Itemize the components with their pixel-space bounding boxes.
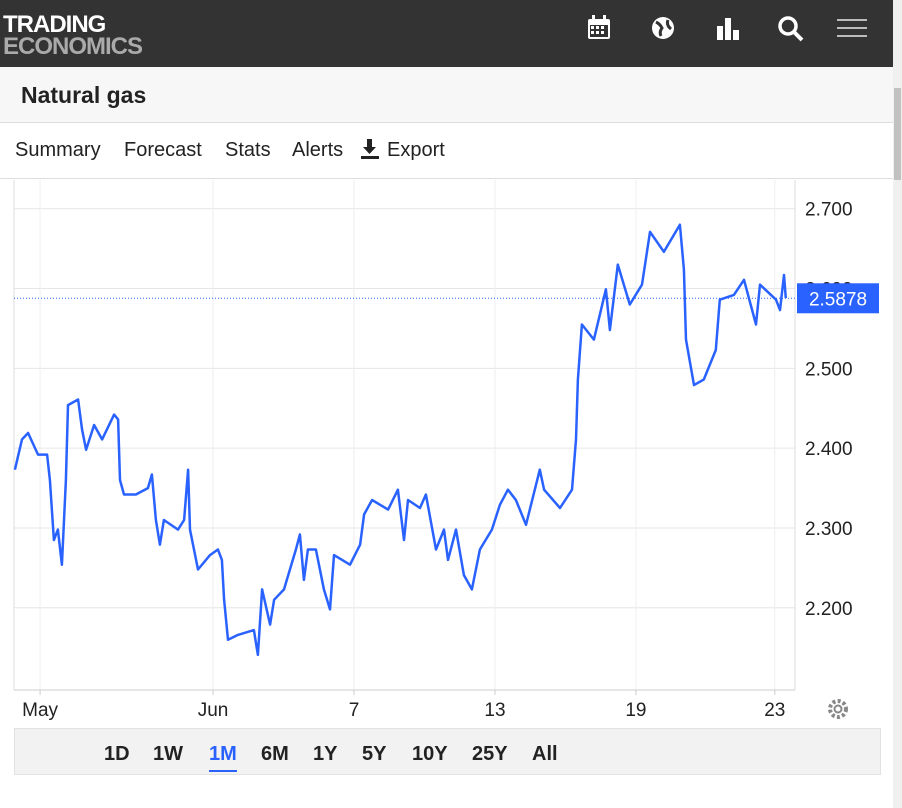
tab-bar: Summary Forecast Stats Alerts Export (0, 122, 893, 179)
tab[interactable]: Export (387, 139, 445, 161)
price-line (13, 223, 788, 657)
menu-icon[interactable] (837, 19, 867, 37)
scrollbar-thumb[interactable] (894, 88, 901, 180)
x-tick-label: 7 (349, 700, 360, 721)
calendar-icon[interactable] (588, 15, 610, 39)
top-bar: TRADING ECONOMICS (0, 0, 893, 67)
range-selector: 1D 1W 1M 6M 1Y 5Y 10Y 25Y All (14, 728, 881, 775)
title-bar: Natural gas (0, 67, 893, 122)
range-button[interactable]: 1M (209, 743, 237, 772)
settings-icon[interactable] (828, 699, 848, 719)
last-value-box (797, 283, 879, 314)
export-icon[interactable] (360, 138, 380, 160)
tab[interactable]: Summary (15, 139, 101, 161)
x-tick-label: Jun (198, 700, 229, 721)
chart-icon[interactable] (717, 18, 739, 40)
gear-body (828, 699, 848, 719)
plot-area (14, 180, 795, 690)
tab[interactable]: Forecast (124, 139, 202, 161)
x-tick-label: 13 (484, 700, 505, 721)
chart: 2.2002.3002.4002.5002.6002.700MayJun7131… (13, 180, 879, 721)
logo[interactable]: TRADING (3, 11, 106, 38)
logo[interactable]: ECONOMICS (3, 33, 143, 60)
y-tick-label: 2.400 (805, 439, 853, 460)
range-button[interactable]: 1D (104, 743, 130, 765)
range-button[interactable]: All (532, 743, 558, 765)
globe-icon[interactable] (652, 17, 674, 39)
y-tick-label: 2.200 (805, 599, 853, 620)
y-tick-label: 2.300 (805, 519, 853, 540)
range-button[interactable]: 6M (261, 743, 289, 765)
x-tick-label: 19 (625, 700, 646, 721)
range-button[interactable]: 1Y (313, 743, 338, 765)
y-tick-label: 2.700 (805, 200, 853, 221)
range-button[interactable]: 25Y (472, 743, 508, 765)
tab[interactable]: Alerts (292, 139, 344, 161)
header-icons (588, 15, 867, 42)
scrollbar[interactable] (893, 0, 902, 808)
x-tick-label: 23 (764, 700, 785, 721)
range-button[interactable]: 1W (153, 743, 183, 765)
tab[interactable]: Stats (225, 139, 271, 161)
gear-hole (833, 704, 843, 714)
range-button[interactable]: 5Y (362, 743, 387, 765)
y-tick-label: 2.500 (805, 359, 853, 380)
page-title: Natural gas (21, 82, 147, 108)
range-button[interactable]: 10Y (412, 743, 448, 765)
search-icon[interactable] (778, 16, 804, 42)
last-value-label: 2.5878 (809, 289, 867, 310)
x-tick-label: May (22, 700, 58, 721)
